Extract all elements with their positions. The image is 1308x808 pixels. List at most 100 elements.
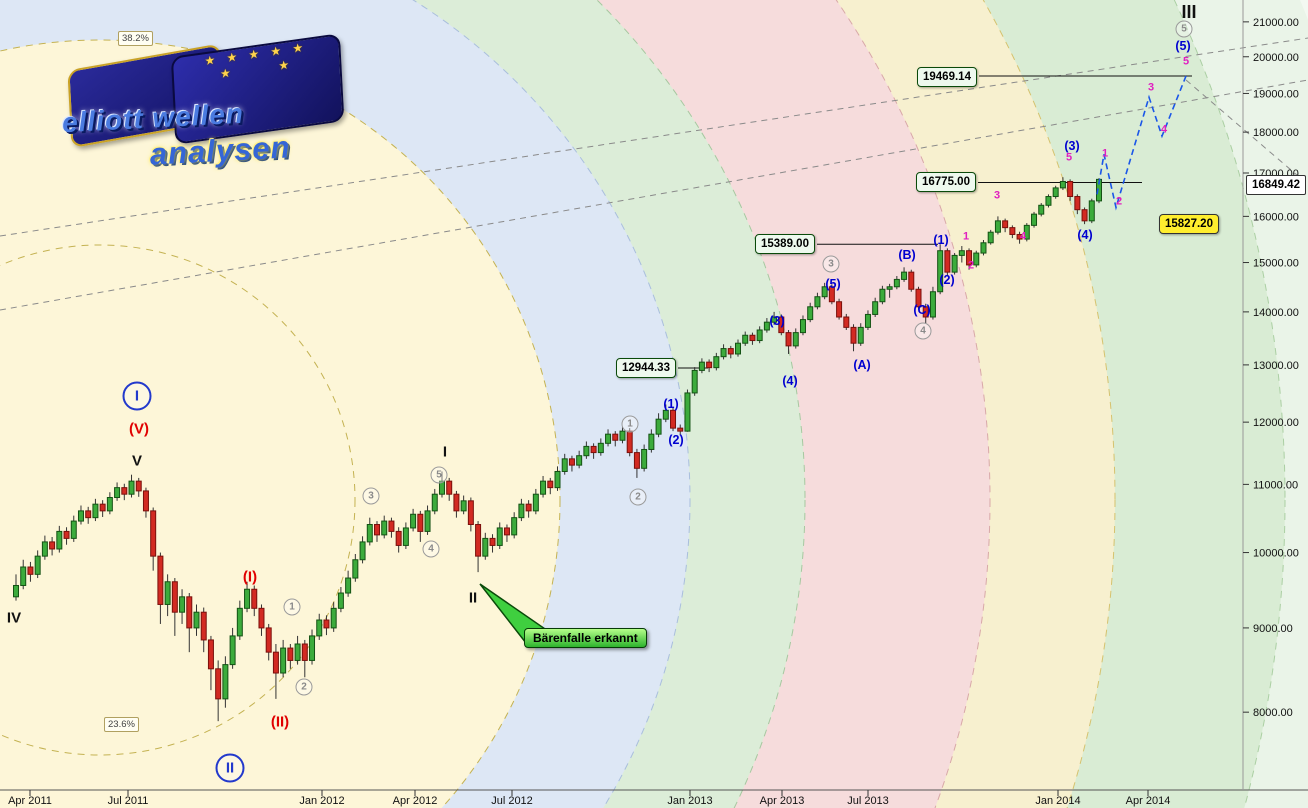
candle-body <box>763 321 770 331</box>
candle-body <box>612 433 619 441</box>
y-axis-label: 15000.00 <box>1253 258 1299 270</box>
candle-body <box>114 487 121 499</box>
candle-body <box>872 301 879 315</box>
candle-body <box>980 242 987 254</box>
candle-body <box>1023 224 1030 240</box>
x-axis-label: Apr 2011 <box>8 795 52 807</box>
candle-body <box>597 442 604 454</box>
candle-body <box>828 286 835 303</box>
candle-body <box>27 566 34 575</box>
candle-body <box>670 409 677 429</box>
candle-body <box>864 313 871 328</box>
candle-body <box>287 647 294 661</box>
candle-body <box>424 510 431 532</box>
candle-body <box>157 555 164 605</box>
fib-circle-outline <box>0 39 561 808</box>
candle-body <box>345 577 352 594</box>
candle-body <box>605 433 612 444</box>
candle-body <box>1016 233 1023 240</box>
candle-body <box>482 537 489 557</box>
candle-body <box>366 524 373 543</box>
candle-body <box>966 250 973 266</box>
candle-body <box>179 596 186 613</box>
candle-body <box>843 316 850 328</box>
candle-body <box>727 348 734 355</box>
candle-body <box>532 493 539 512</box>
candle-body <box>438 480 445 495</box>
candle-body <box>20 566 27 586</box>
candle-body <box>698 361 705 371</box>
y-axis-label: 9000.00 <box>1253 623 1293 635</box>
candle-body <box>1031 213 1038 226</box>
candle-body <box>337 592 344 609</box>
candle-body <box>901 271 908 280</box>
candle-body <box>518 503 525 519</box>
candle-body <box>85 510 92 519</box>
candle-body <box>626 430 633 454</box>
y-axis-label: 14000.00 <box>1253 307 1299 319</box>
candle-body <box>785 332 792 347</box>
fib-circle-band <box>0 40 560 808</box>
candle-body <box>309 635 316 661</box>
candle-body <box>662 409 669 420</box>
candle-body <box>251 588 258 609</box>
candle-body <box>13 584 19 598</box>
candle-body <box>489 537 496 546</box>
candle-body <box>164 581 171 605</box>
fib-circle-outline <box>835 0 991 808</box>
candle-body <box>799 319 806 334</box>
candle-body <box>973 252 980 266</box>
candle-body <box>265 627 272 653</box>
candle-body <box>1052 187 1059 198</box>
y-axis-label: 11000.00 <box>1253 479 1298 491</box>
candle-body <box>359 541 366 561</box>
y-axis-label: 19000.00 <box>1253 88 1299 100</box>
candle-body <box>402 527 409 546</box>
x-axis-label: Jan 2013 <box>667 795 712 807</box>
candle-body <box>778 316 785 334</box>
projection-zigzag <box>1096 75 1187 211</box>
candle-body <box>121 487 128 495</box>
candle-body <box>547 480 554 489</box>
x-axis-label: Jan 2014 <box>1035 795 1080 807</box>
candle-body <box>994 220 1001 233</box>
candle-body <box>200 611 207 641</box>
candle-body <box>886 286 893 290</box>
candle-body <box>561 458 568 472</box>
fib-circle-outline <box>982 0 1116 808</box>
y-axis-label: 10000.00 <box>1253 548 1299 560</box>
candle-body <box>41 541 48 557</box>
candle-body <box>893 278 900 288</box>
y-axis-label: 13000.00 <box>1253 360 1299 372</box>
candle-body <box>374 524 380 536</box>
candle-body <box>446 480 453 495</box>
candle-body <box>525 503 532 512</box>
candle-body <box>922 306 929 318</box>
candle-body <box>756 329 763 342</box>
candle-body <box>691 369 698 394</box>
y-axis-label: 8000.00 <box>1253 707 1293 719</box>
candle-body <box>142 490 149 512</box>
candle-body <box>460 500 467 512</box>
candle-body <box>280 647 287 674</box>
candle-body <box>316 619 323 637</box>
candle-body <box>453 493 460 512</box>
trend-line <box>0 37 1308 237</box>
candle-body <box>568 458 575 466</box>
candle-body <box>958 250 965 256</box>
candle-body <box>1059 180 1066 189</box>
candle-body <box>207 639 214 670</box>
candle-body <box>215 668 222 700</box>
candle-body <box>106 497 113 512</box>
candle-body <box>655 418 662 435</box>
candle-body <box>503 527 510 536</box>
candle-body <box>742 334 749 344</box>
candle-body <box>244 588 251 609</box>
candle-body <box>648 433 655 450</box>
x-axis-label: Apr 2012 <box>393 795 438 807</box>
fib-circle-outline <box>0 244 356 756</box>
candle-body <box>619 430 626 441</box>
candle-body <box>294 643 301 661</box>
